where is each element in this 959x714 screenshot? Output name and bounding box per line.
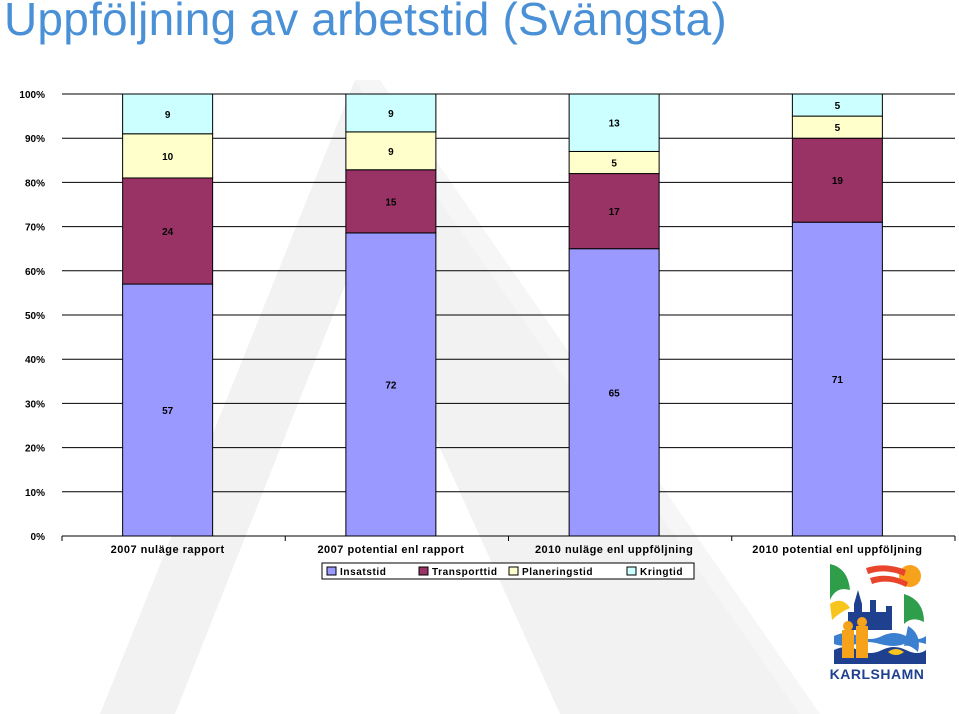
legend-swatch [508, 566, 519, 576]
y-tick-label: 30% [25, 399, 45, 410]
data-label: 5 [835, 101, 841, 112]
data-label: 24 [162, 227, 174, 238]
y-tick-label: 50% [25, 311, 45, 322]
bar-segment-kringtid [345, 93, 437, 133]
page-title: Uppföljning av arbetstid (Svängsta) [4, 0, 727, 45]
legend-label: Insatstid [340, 567, 387, 578]
bar-segment-insatstid [791, 221, 883, 537]
karlshamn-logo [826, 560, 928, 670]
data-label: 5 [611, 159, 617, 170]
bar-segment-planeringstid [345, 131, 437, 171]
bar-segment-transporttid [345, 169, 437, 234]
bar-segment-transporttid [568, 173, 660, 250]
bar-segment-insatstid [345, 232, 437, 537]
legend-label: Transporttid [432, 567, 498, 578]
y-tick-label: 40% [25, 355, 45, 366]
data-label: 57 [162, 406, 174, 417]
bar-segment-transporttid [791, 137, 883, 223]
y-tick-label: 0% [31, 532, 46, 543]
bar-segment-kringtid [568, 93, 660, 152]
y-tick-label: 60% [25, 267, 45, 278]
legend-label: Planeringstid [522, 567, 593, 578]
y-tick-label: 20% [25, 444, 45, 455]
y-tick-label: 10% [25, 488, 45, 499]
data-label: 15 [385, 197, 397, 208]
bar-segment-insatstid [122, 283, 214, 537]
data-label: 13 [609, 119, 621, 130]
x-tick-label: 2007 nuläge rapport [111, 544, 225, 556]
y-tick-label: 100% [19, 90, 45, 101]
stacked-bar-chart: 0% 10% 20% 30% 40% 50% 60% 70% 80% 90% 100% 57 24 10 9… [19, 90, 956, 580]
x-tick-label: 2010 nuläge enl uppföljning [535, 544, 693, 556]
y-tick-label: 80% [25, 178, 45, 189]
bar-segment-insatstid [568, 248, 660, 537]
bar-segment-kringtid [122, 93, 214, 135]
legend-swatch [626, 566, 637, 576]
data-label: 9 [388, 109, 394, 120]
data-label: 17 [609, 207, 621, 218]
data-label: 10 [162, 152, 174, 163]
bar-segment-kringtid [791, 93, 883, 117]
data-label: 5 [835, 123, 841, 134]
logo-text: KARLSHAMN [829, 666, 925, 682]
legend-swatch [418, 566, 429, 576]
y-tick-label: 70% [25, 223, 45, 234]
data-label: 9 [388, 147, 394, 158]
y-tick-label: 90% [25, 134, 45, 145]
x-tick-label: 2010 potential enl uppföljning [752, 544, 922, 556]
legend [321, 562, 695, 580]
data-label: 19 [832, 176, 844, 187]
legend-label: Kringtid [640, 567, 683, 578]
x-tick-label: 2007 potential enl rapport [317, 544, 464, 556]
data-label: 9 [165, 110, 171, 121]
data-label: 72 [385, 380, 397, 391]
legend-swatch [326, 566, 337, 576]
bar-segment-planeringstid [122, 133, 214, 179]
data-label: 71 [832, 375, 844, 386]
bar-segment-transporttid [122, 177, 214, 285]
data-label: 65 [609, 388, 621, 399]
